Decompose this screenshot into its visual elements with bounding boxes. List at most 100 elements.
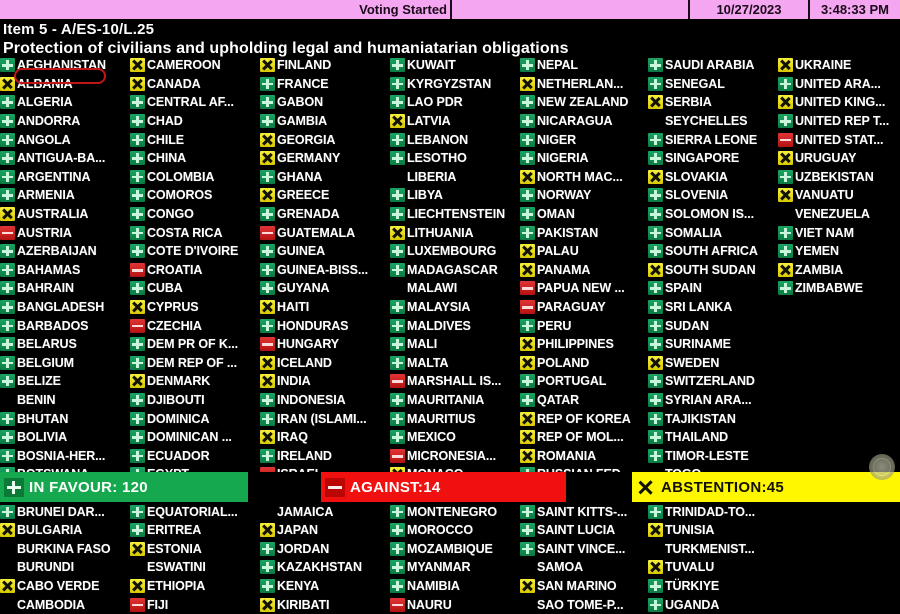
- country-row: GABON: [260, 93, 390, 112]
- plus-icon: [130, 523, 145, 538]
- cross-icon: [260, 58, 275, 73]
- country-row: KYRGYZSTAN: [390, 75, 520, 94]
- country-name: BAHRAIN: [17, 281, 74, 296]
- country-name: QATAR: [537, 392, 580, 407]
- country-name: AZERBAIJAN: [17, 244, 97, 259]
- country-row: BHUTAN: [0, 409, 130, 428]
- plus-icon: [778, 244, 793, 259]
- country-row: ETHIOPIA: [130, 577, 260, 596]
- country-column: KUWAIT KYRGYZSTAN LAO PDR LATVIA LEBANON LESO…: [390, 56, 520, 612]
- country-row: ARMENIA: [0, 186, 130, 205]
- plus-icon: [260, 411, 275, 426]
- country-row: MAURITIUS: [390, 409, 520, 428]
- country-name: CAMBODIA: [17, 597, 85, 612]
- country-name: GUYANA: [277, 281, 330, 296]
- plus-icon: [390, 244, 405, 259]
- country-row: CABO VERDE: [0, 577, 130, 596]
- country-name: MALTA: [407, 355, 449, 370]
- country-name: ESWATINI: [147, 560, 206, 575]
- plus-icon: [390, 560, 405, 575]
- country-row: SEYCHELLES: [648, 112, 778, 131]
- country-row: UKRAINE: [778, 56, 900, 75]
- country-row: MARSHALL IS...: [390, 372, 520, 391]
- plus-icon: [390, 132, 405, 147]
- plus-icon: [390, 337, 405, 352]
- country-row: PERU: [520, 316, 648, 335]
- country-row: MONTENEGRO: [390, 502, 520, 521]
- cross-icon: [778, 58, 793, 73]
- country-name: FRANCE: [277, 76, 329, 91]
- country-row: KUWAIT: [390, 56, 520, 75]
- plus-icon: [648, 318, 663, 333]
- country-row: NAMIBIA: [390, 577, 520, 596]
- un-emblem-icon: [869, 454, 895, 480]
- minus-icon: [778, 132, 793, 147]
- plus-icon: [520, 523, 535, 538]
- country-name: SAUDI ARABIA: [665, 58, 755, 73]
- country-row: MICRONESIA...: [390, 446, 520, 465]
- plus-icon: [0, 430, 15, 445]
- country-name: MALI: [407, 337, 438, 352]
- country-row: ESWATINI: [130, 558, 260, 577]
- country-name: ARGENTINA: [17, 169, 91, 184]
- country-row: MALDIVES: [390, 316, 520, 335]
- country-row: URUGUAY: [778, 149, 900, 168]
- country-name: SOUTH AFRICA: [665, 244, 758, 259]
- plus-icon: [520, 151, 535, 166]
- plus-icon: [0, 504, 15, 519]
- country-row: LIECHTENSTEIN: [390, 205, 520, 224]
- country-row: ECUADOR: [130, 446, 260, 465]
- plus-icon: [130, 392, 145, 407]
- minus-icon: [130, 597, 145, 612]
- country-name: GAMBIA: [277, 114, 328, 129]
- minus-icon: [130, 318, 145, 333]
- country-row: EQUATORIAL...: [130, 502, 260, 521]
- country-row: MOROCCO: [390, 521, 520, 540]
- country-name: SYRIAN ARA...: [665, 392, 752, 407]
- country-name: MAURITIUS: [407, 411, 476, 426]
- country-row: SLOVENIA: [648, 186, 778, 205]
- country-row: PAPUA NEW ...: [520, 279, 648, 298]
- no-vote-blank-icon: [390, 170, 405, 184]
- country-row: FINLAND: [260, 56, 390, 75]
- country-name: NETHERLAN...: [537, 76, 624, 91]
- plus-icon: [648, 337, 663, 352]
- country-row: CZECHIA: [130, 316, 260, 335]
- country-row: GUINEA-BISS...: [260, 261, 390, 280]
- cross-icon: [0, 207, 15, 222]
- country-name: ANTIGUA-BA...: [17, 151, 106, 166]
- plus-icon: [520, 318, 535, 333]
- plus-icon: [648, 132, 663, 147]
- country-row: NAURU: [390, 595, 520, 614]
- plus-icon: [520, 504, 535, 519]
- country-name: ARMENIA: [17, 188, 75, 203]
- country-row: TUNISIA: [648, 521, 778, 540]
- country-name: COSTA RICA: [147, 225, 223, 240]
- country-row: CHILE: [130, 130, 260, 149]
- country-row: GUATEMALA: [260, 223, 390, 242]
- country-row: SURINAME: [648, 335, 778, 354]
- minus-icon: [325, 477, 345, 497]
- country-name: TRINIDAD-TO...: [665, 504, 756, 519]
- country-row: JAPAN: [260, 521, 390, 540]
- country-name: SEYCHELLES: [665, 114, 748, 129]
- country-name: SRI LANKA: [665, 300, 733, 315]
- plus-icon: [648, 300, 663, 315]
- plus-icon: [778, 114, 793, 129]
- plus-icon: [130, 188, 145, 203]
- country-name: GREECE: [277, 188, 330, 203]
- country-name: GERMANY: [277, 151, 341, 166]
- plus-icon: [260, 448, 275, 463]
- country-name: NICARAGUA: [537, 114, 613, 129]
- plus-icon: [390, 188, 405, 203]
- country-name: CZECHIA: [147, 318, 202, 333]
- country-name: ALGERIA: [17, 95, 73, 110]
- plus-icon: [260, 281, 275, 296]
- country-name: LUXEMBOURG: [407, 244, 497, 259]
- country-name: GUINEA-BISS...: [277, 262, 368, 277]
- country-name: NIGERIA: [537, 151, 589, 166]
- country-name: NAURU: [407, 597, 452, 612]
- tally-in-favour-label: IN FAVOUR: 120: [29, 478, 148, 496]
- plus-icon: [520, 114, 535, 129]
- country-row: COTE D'IVOIRE: [130, 242, 260, 261]
